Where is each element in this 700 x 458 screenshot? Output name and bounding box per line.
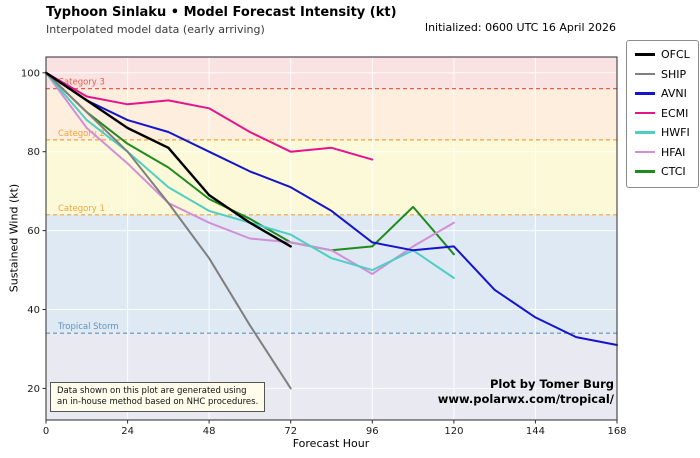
threshold-label-category-3: Category 3	[58, 78, 105, 88]
legend-item-ecmi: ECMI	[635, 107, 690, 120]
y-tick-label-100: 100	[21, 68, 40, 79]
legend-line-swatch	[635, 72, 655, 76]
chart-subtitle: Interpolated model data (early arriving)	[46, 23, 265, 36]
legend-label: ECMI	[661, 106, 689, 120]
series-line-ecmi	[45, 71, 374, 161]
legend-item-ofcl: OFCL	[635, 48, 690, 61]
legend-item-ship: SHIP	[635, 68, 690, 81]
x-axis-title: Forecast Hour	[292, 437, 370, 450]
y-axis-title: Sustained Wind (kt)	[7, 183, 21, 293]
legend-label: OFCL	[661, 48, 690, 61]
band-tropical-storm	[46, 214, 617, 334]
x-tick-label-168: 168	[607, 426, 626, 437]
series-line-ctci	[45, 71, 455, 256]
credit: Plot by Tomer Burg www.polarwx.com/tropi…	[438, 377, 614, 407]
x-tick-label-24: 24	[121, 426, 134, 437]
x-tick-label-120: 120	[444, 426, 463, 437]
series-line-ship	[45, 71, 292, 390]
band-category-2	[46, 88, 617, 140]
legend-line-swatch	[635, 150, 655, 154]
legend-item-hwfi: HWFI	[635, 126, 690, 139]
band-category-1	[46, 139, 617, 215]
plot-frame	[45, 56, 618, 421]
x-tick-label-0: 0	[43, 426, 49, 437]
threshold-label-category-1: Category 1	[58, 204, 105, 214]
credit-url: www.polarwx.com/tropical/	[437, 392, 614, 406]
legend-line-swatch	[635, 92, 655, 95]
y-tick-label-20: 20	[27, 384, 40, 395]
x-tick-label-144: 144	[526, 426, 545, 437]
legend-label: CTCI	[661, 165, 686, 178]
legend-label: HFAI	[661, 145, 686, 159]
note-line-1: Data shown on this plot are generated us…	[57, 386, 247, 396]
threshold-label-tropical-storm: Tropical Storm	[57, 322, 119, 332]
legend-line-swatch	[635, 170, 655, 173]
legend-item-hfai: HFAI	[635, 146, 690, 159]
legend-label: SHIP	[661, 67, 687, 81]
legend-item-avni: AVNI	[635, 87, 690, 100]
credit-author: Plot by Tomer Burg	[489, 377, 614, 391]
legend: OFCL SHIP AVNI ECMI HWFI HFAI CTCI	[626, 40, 699, 188]
x-tick-label-72: 72	[284, 426, 297, 437]
series-line-hfai	[45, 71, 455, 275]
y-tick-label-40: 40	[27, 305, 40, 316]
chart-title: Typhoon Sinlaku • Model Forecast Intensi…	[46, 5, 397, 20]
y-tick-label-60: 60	[27, 226, 40, 237]
legend-line-swatch	[635, 111, 655, 115]
legend-label: HWFI	[661, 126, 690, 139]
series-line-avni	[45, 71, 618, 346]
legend-line-swatch	[635, 131, 655, 134]
legend-item-ctci: CTCI	[635, 165, 690, 178]
series-line-ofcl	[44, 71, 292, 248]
init-time-label: Initialized: 0600 UTC 16 April 2026	[424, 21, 616, 34]
note-box: Data shown on this plot are generated us…	[50, 382, 266, 412]
legend-line-swatch	[635, 53, 655, 56]
threshold-label-category-2: Category 2	[58, 129, 105, 139]
note-line-2: an in-house method based on NHC procedur…	[57, 397, 259, 407]
y-tick-label-80: 80	[27, 147, 40, 158]
legend-label: AVNI	[661, 87, 687, 100]
x-tick-label-96: 96	[366, 426, 379, 437]
x-tick-label-48: 48	[203, 426, 216, 437]
